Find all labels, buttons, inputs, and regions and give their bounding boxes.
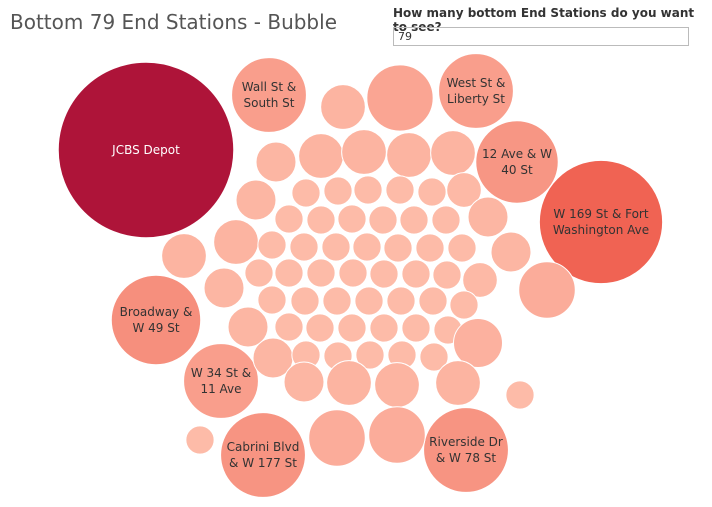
bubble[interactable]: [449, 290, 479, 320]
bubble[interactable]: [374, 362, 420, 408]
bubble[interactable]: [305, 313, 335, 343]
bubble[interactable]: [326, 360, 372, 406]
bubble[interactable]: [213, 219, 259, 265]
bubble[interactable]: [447, 233, 477, 263]
bubble-label: W 34 St & 11 Ave: [190, 366, 252, 396]
bubble-label: Broadway & W 49 St: [119, 305, 193, 335]
bubble[interactable]: [183, 343, 259, 419]
bubble[interactable]: [291, 178, 321, 208]
parameter-label: How many bottom End Stations do you want…: [393, 6, 695, 34]
bubble[interactable]: [386, 132, 432, 178]
bubble[interactable]: [383, 233, 413, 263]
bubble[interactable]: [298, 133, 344, 179]
bubble[interactable]: [354, 286, 384, 316]
bubble[interactable]: [475, 120, 559, 204]
bubble[interactable]: [231, 57, 307, 133]
bubble[interactable]: [57, 61, 235, 239]
bubble[interactable]: [386, 286, 416, 316]
bubble[interactable]: [338, 258, 368, 288]
bubble[interactable]: [308, 409, 366, 467]
bubble[interactable]: [518, 261, 576, 319]
bubble[interactable]: [505, 380, 535, 410]
bubble[interactable]: [337, 313, 367, 343]
bubble[interactable]: [432, 260, 462, 290]
bubble[interactable]: [401, 259, 431, 289]
bubble[interactable]: [235, 179, 277, 221]
bubble[interactable]: [220, 412, 306, 498]
bubble[interactable]: [227, 306, 269, 348]
bubble[interactable]: [306, 205, 336, 235]
bubble[interactable]: [446, 172, 482, 208]
bubble[interactable]: [244, 258, 274, 288]
bubble[interactable]: [257, 230, 287, 260]
bubble[interactable]: [255, 141, 297, 183]
bubble[interactable]: [462, 262, 498, 298]
bubble[interactable]: [203, 267, 245, 309]
bubble[interactable]: [355, 340, 385, 370]
bubble[interactable]: [320, 84, 366, 130]
bubble[interactable]: [274, 258, 304, 288]
bubble[interactable]: [368, 205, 398, 235]
bubble[interactable]: [369, 313, 399, 343]
bubble[interactable]: [341, 129, 387, 175]
bubble[interactable]: [337, 204, 367, 234]
bubble[interactable]: [418, 286, 448, 316]
bubble[interactable]: [185, 425, 215, 455]
bubble[interactable]: [430, 130, 476, 176]
bubble-label: 12 Ave & W 40 St: [482, 147, 552, 177]
bubble[interactable]: [366, 64, 434, 132]
bubble[interactable]: [274, 204, 304, 234]
bubble[interactable]: [322, 286, 352, 316]
bubble[interactable]: [419, 342, 449, 372]
bubble-label: JCBS Depot: [112, 143, 180, 157]
bubble[interactable]: [323, 176, 353, 206]
bubble[interactable]: [110, 274, 202, 366]
bubble[interactable]: [385, 175, 415, 205]
bubble-label: West St & Liberty St: [446, 76, 506, 106]
bubble[interactable]: [353, 175, 383, 205]
bubble[interactable]: [274, 312, 304, 342]
bubble[interactable]: [467, 196, 509, 238]
bubble[interactable]: [438, 53, 514, 129]
bubble-label: Wall St & South St: [241, 80, 297, 110]
bubble-label: W 169 St & Fort Washington Ave: [552, 207, 650, 237]
bubble[interactable]: [431, 205, 461, 235]
bubble[interactable]: [401, 313, 431, 343]
bubble[interactable]: [289, 232, 319, 262]
bubble[interactable]: [306, 258, 336, 288]
bubble[interactable]: [423, 407, 509, 493]
bubble[interactable]: [161, 233, 207, 279]
bubble[interactable]: [415, 233, 445, 263]
bubble[interactable]: [369, 259, 399, 289]
bubble[interactable]: [290, 286, 320, 316]
bubble-label: Riverside Dr & W 78 St: [429, 435, 503, 465]
bubble[interactable]: [257, 285, 287, 315]
bubble[interactable]: [399, 205, 429, 235]
bubble[interactable]: [453, 318, 503, 368]
bubble[interactable]: [321, 232, 351, 262]
bubble-label: Cabrini Blvd & W 177 St: [226, 440, 300, 470]
bubble[interactable]: [490, 231, 532, 273]
bubble[interactable]: [417, 177, 447, 207]
bubble[interactable]: [368, 406, 426, 464]
bubble[interactable]: [538, 159, 664, 285]
bubble[interactable]: [283, 361, 325, 403]
chart-title: Bottom 79 End Stations - Bubble: [10, 10, 337, 34]
bubble[interactable]: [352, 232, 382, 262]
bubble[interactable]: [435, 360, 481, 406]
parameter-input[interactable]: 79: [393, 27, 689, 46]
